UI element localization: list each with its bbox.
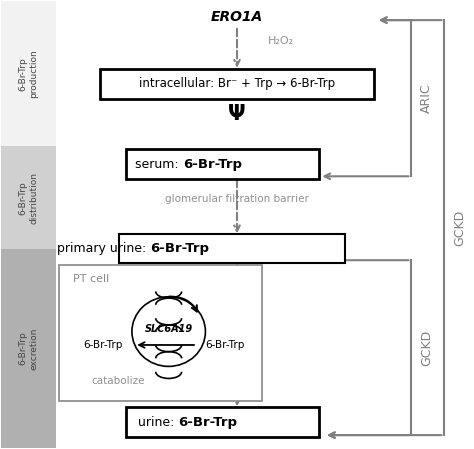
Text: 6-Br-Trp: 6-Br-Trp [178, 416, 237, 429]
Text: ARIC: ARIC [420, 84, 433, 113]
Text: 6-Br-Trp: 6-Br-Trp [150, 242, 209, 255]
FancyBboxPatch shape [1, 249, 55, 448]
Circle shape [132, 297, 205, 366]
Text: ERO1A: ERO1A [211, 10, 263, 24]
Text: serum:: serum: [135, 158, 183, 171]
Text: GCKD: GCKD [420, 330, 433, 366]
FancyBboxPatch shape [126, 149, 319, 180]
Text: GCKD: GCKD [453, 210, 466, 246]
Text: primary urine:: primary urine: [56, 242, 150, 255]
Text: SLC6A19: SLC6A19 [145, 324, 193, 335]
Text: urine:: urine: [138, 416, 178, 429]
FancyBboxPatch shape [1, 146, 55, 249]
Text: intracellular: Br⁻ + Trp → 6-Br-Trp: intracellular: Br⁻ + Trp → 6-Br-Trp [139, 77, 335, 90]
FancyBboxPatch shape [1, 1, 55, 146]
Text: 6-Br-Trp: 6-Br-Trp [83, 340, 122, 350]
Text: 6-Br-Trp
production: 6-Br-Trp production [19, 49, 38, 98]
Text: 6-Br-Trp
excretion: 6-Br-Trp excretion [19, 327, 38, 370]
FancyBboxPatch shape [119, 233, 346, 263]
Text: catabolize: catabolize [91, 376, 145, 386]
Text: glomerular filtration barrier: glomerular filtration barrier [165, 194, 309, 203]
Text: PT cell: PT cell [73, 274, 109, 285]
Text: H₂O₂: H₂O₂ [268, 35, 294, 46]
Text: Ψ: Ψ [228, 104, 246, 124]
Text: 6-Br-Trp: 6-Br-Trp [206, 340, 245, 350]
Text: 6-Br-Trp: 6-Br-Trp [183, 158, 242, 171]
FancyBboxPatch shape [126, 407, 319, 437]
FancyBboxPatch shape [59, 264, 262, 401]
Text: 6-Br-Trp
distribution: 6-Br-Trp distribution [19, 172, 38, 224]
FancyBboxPatch shape [100, 69, 374, 99]
